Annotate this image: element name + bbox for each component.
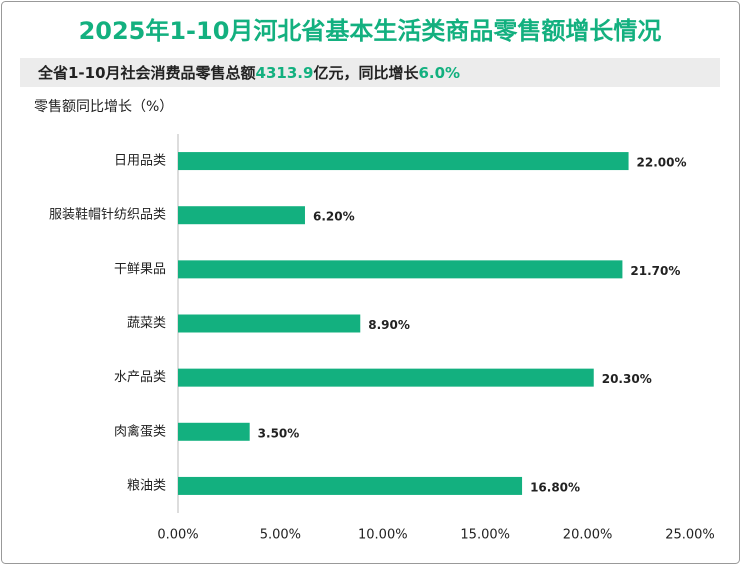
bar [178,422,250,441]
y-tick-label: 日用品类 [114,154,166,169]
value-label: 16.80% [530,480,580,494]
subtitle: 全省1-10月社会消费品零售总额4313.9亿元，同比增长6.0% [37,64,460,82]
y-tick-label: 蔬菜类 [127,316,166,331]
value-label: 21.70% [630,264,680,278]
value-label: 8.90% [368,318,410,332]
bar [178,476,523,495]
x-tick-label: 15.00% [460,528,510,543]
y-tick-label: 粮油类 [127,478,166,493]
bar [178,314,361,333]
chart-title: 2025年1-10月河北省基本生活类商品零售额增长情况 [79,17,662,45]
bar [178,368,594,387]
x-tick-label: 20.00% [563,528,613,543]
y-tick-label: 肉禽蛋类 [114,423,166,439]
x-tick-label: 0.00% [157,528,198,543]
y-tick-label: 服装鞋帽针纺织品类 [49,207,166,223]
value-label: 22.00% [637,156,687,170]
y-tick-label: 水产品类 [114,370,166,385]
axis-label: 零售额同比增长（%） [34,99,173,115]
x-tick-label: 25.00% [665,528,715,543]
x-tick-label: 5.00% [260,528,301,543]
value-label: 20.30% [602,372,652,386]
subtitle-part: 4313.9 [256,64,314,82]
bar [178,152,629,171]
y-tick-label: 干鲜果品 [114,262,166,277]
bar [178,206,305,225]
value-label: 3.50% [258,426,300,440]
subtitle-part: 亿元，同比增长 [313,64,419,82]
value-label: 6.20% [313,210,355,224]
x-tick-label: 10.00% [358,528,408,543]
subtitle-box [20,58,720,87]
bar [178,260,623,279]
subtitle-part: 全省1-10月社会消费品零售总额 [37,64,256,82]
subtitle-part: 6.0% [418,64,460,82]
